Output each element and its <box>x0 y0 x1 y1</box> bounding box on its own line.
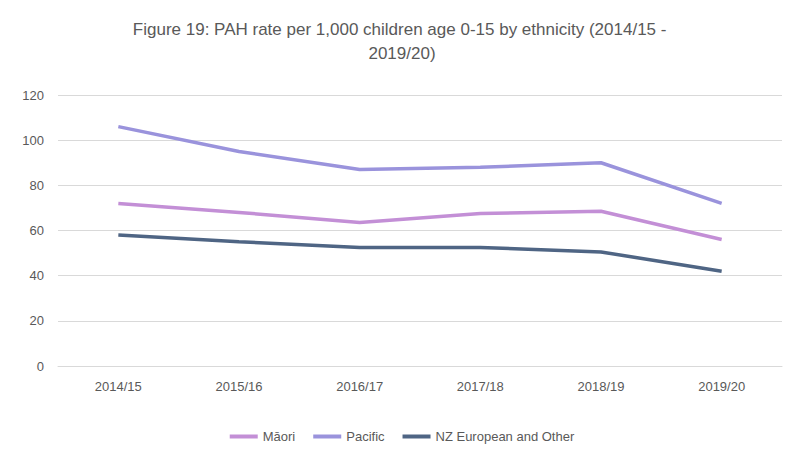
svg-text:120: 120 <box>22 88 44 103</box>
svg-text:Māori: Māori <box>263 429 296 444</box>
svg-text:NZ European and Other: NZ European and Other <box>436 429 575 444</box>
svg-text:0: 0 <box>37 359 44 374</box>
svg-text:2017/18: 2017/18 <box>457 379 504 394</box>
svg-text:2015/16: 2015/16 <box>216 379 263 394</box>
svg-text:2016/17: 2016/17 <box>336 379 383 394</box>
svg-text:60: 60 <box>30 223 44 238</box>
svg-text:40: 40 <box>30 268 44 283</box>
svg-text:2018/19: 2018/19 <box>578 379 625 394</box>
svg-text:2019/20: 2019/20 <box>698 379 745 394</box>
svg-text:2014/15: 2014/15 <box>95 379 142 394</box>
svg-text:Figure 19: PAH rate per 1,000: Figure 19: PAH rate per 1,000 children a… <box>133 20 671 39</box>
svg-text:Pacific: Pacific <box>346 429 385 444</box>
svg-text:20: 20 <box>30 313 44 328</box>
svg-text:100: 100 <box>22 133 44 148</box>
svg-text:2019/20): 2019/20) <box>368 44 435 63</box>
svg-text:80: 80 <box>30 178 44 193</box>
